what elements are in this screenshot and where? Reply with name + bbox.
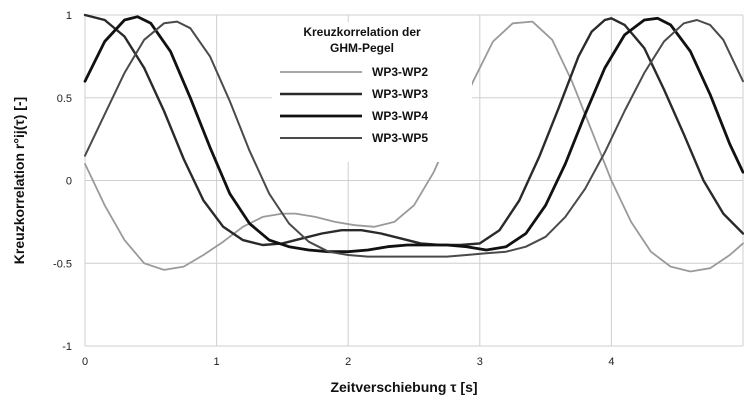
series-line-wp3-wp2: [84, 20, 744, 273]
legend-label-wp3-wp4: WP3-WP4: [372, 109, 428, 123]
series-lines: [83, 13, 744, 273]
series-line-wp3-wp4: [83, 15, 744, 254]
x-tick-label-1: 1: [214, 356, 220, 368]
x-tick-label-4: 4: [608, 356, 614, 368]
y-tick-label-0: 1: [66, 10, 72, 22]
legend-label-wp3-wp2: WP3-WP2: [372, 65, 428, 79]
legend-entries: WP3-WP2 WP3-WP3 WP3-WP4 WP3-WP5: [280, 65, 428, 145]
legend-label-wp3-wp3: WP3-WP3: [372, 87, 428, 101]
legend: Kreuzkorrelation der GHM-Pegel WP3-WP2WP…: [272, 22, 472, 162]
x-tick-label-0: 0: [82, 356, 88, 368]
legend-title-line-2: GHM-Pegel: [330, 41, 394, 55]
y-axis-label: Kreuzkorrelation r°ij(τ) [-]: [11, 97, 27, 264]
x-tick-label-3: 3: [477, 356, 483, 368]
legend-title-line-1: Kreuzkorrelation der: [303, 25, 421, 39]
y-tick-label-4: -1: [62, 341, 72, 353]
y-tick-labels: 1 0.5 0 -0.5 -1: [53, 10, 72, 353]
x-tick-labels: 0 1 2 3 4: [82, 356, 615, 368]
y-tick-label-3: -0.5: [53, 258, 72, 270]
x-axis-label: Zeitverschiebung τ [s]: [330, 379, 477, 395]
y-tick-label-2: 0: [66, 176, 72, 188]
y-tick-label-1: 0.5: [57, 93, 72, 105]
legend-label-wp3-wp5: WP3-WP5: [372, 131, 428, 145]
x-tick-label-2: 2: [345, 356, 351, 368]
series-line-wp3-wp5: [84, 19, 744, 258]
